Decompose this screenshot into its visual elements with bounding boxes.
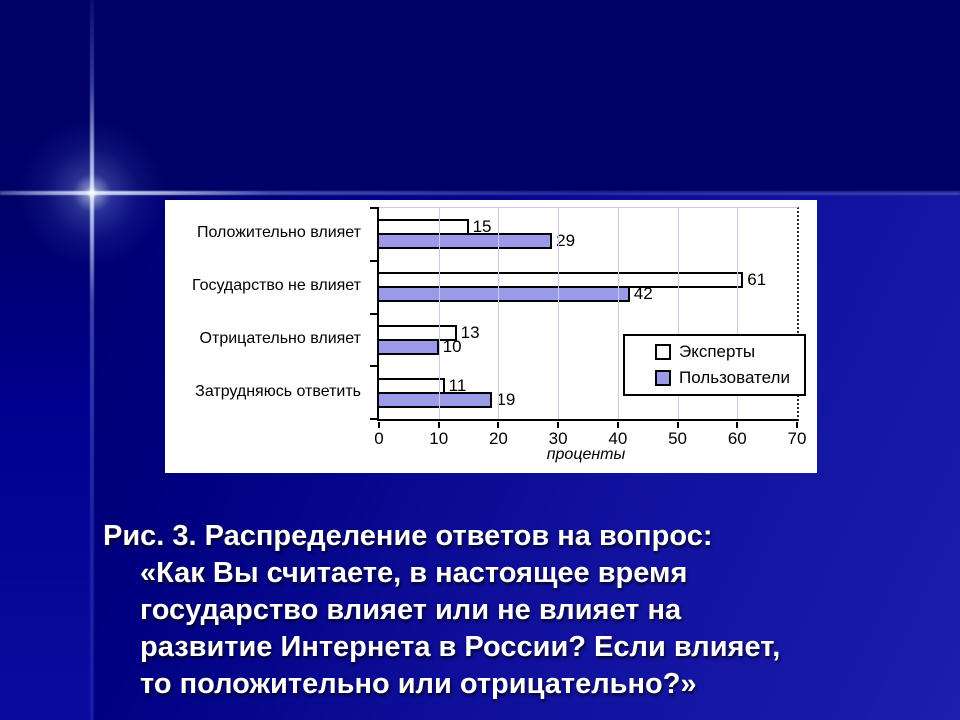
lens-flare-vertical-beam <box>90 0 94 720</box>
x-tick-label: 30 <box>548 429 568 448</box>
legend-swatch <box>655 344 671 360</box>
gridline <box>558 208 560 419</box>
x-axis-tick <box>437 422 440 428</box>
caption-line: Рис. 3. Распределение ответов на вопрос: <box>103 520 713 552</box>
x-axis-tick <box>557 422 560 428</box>
x-tick-label: 40 <box>608 429 628 448</box>
x-tick-label: 0 <box>374 429 384 448</box>
bar-value-label: 15 <box>472 217 492 237</box>
bar-chart-panel: Положительно влияет Государство не влияет… <box>165 200 817 473</box>
caption-line: государство влияет или не влияет на <box>140 594 682 626</box>
legend-entry-experts: Эксперты <box>655 342 804 362</box>
y-axis-tick <box>370 418 379 420</box>
bar-value-label: 13 <box>460 322 480 342</box>
x-axis-tick <box>796 422 798 428</box>
background-left-band <box>0 0 93 720</box>
bar-value-label: 42 <box>633 284 653 304</box>
x-tick-label: 60 <box>727 429 747 448</box>
y-axis-tick <box>370 312 379 315</box>
caption-line: развитие Интернета в России? Если влияет… <box>140 631 781 663</box>
x-tick-label: 70 <box>787 429 807 448</box>
gridline <box>498 208 500 419</box>
caption-line: «Как Вы считаете, в настоящее время <box>140 557 688 589</box>
bar-users: 42 <box>379 284 653 303</box>
x-tick-label: 20 <box>488 429 508 448</box>
gridline <box>438 208 440 419</box>
x-axis-tick <box>676 422 679 428</box>
plot-area: 15 29 61 42 13 10 11 19 0 10 20 30 40 50 60 70 <box>370 207 806 448</box>
bar-value-label: 29 <box>556 231 576 251</box>
x-tick-label: 10 <box>429 429 449 448</box>
bar-value-label: 11 <box>448 375 467 395</box>
bar-group: 13 10 <box>379 314 797 367</box>
category-labels: Положительно влияет Государство не влияет… <box>165 207 369 418</box>
bar-value-label: 10 <box>442 336 462 356</box>
legend-entry-users: Пользователи <box>655 368 804 388</box>
x-axis-tick <box>497 422 500 428</box>
lens-flare-horizontal-beam <box>0 191 960 195</box>
bar-group: 61 42 <box>379 261 797 314</box>
bar-users: 19 <box>379 390 515 409</box>
x-axis-tick <box>736 422 739 428</box>
y-axis-tick <box>370 259 379 262</box>
x-axis-tick <box>378 422 380 428</box>
x-axis-tick <box>616 422 619 428</box>
gridline <box>617 208 619 419</box>
legend-label: Эксперты <box>679 342 756 361</box>
category-label: Государство не влияет <box>191 277 361 295</box>
bar-value-label: 19 <box>496 389 516 409</box>
y-axis-tick <box>370 207 379 209</box>
bar-group: 15 29 <box>379 208 797 261</box>
category-label: Затрудняюсь ответить <box>195 382 361 400</box>
bar-users: 10 <box>379 337 462 356</box>
bar-group: 11 19 <box>379 366 797 419</box>
x-tick-label: 50 <box>668 429 688 448</box>
legend-label: Пользователи <box>679 368 790 387</box>
bar-rows: 15 29 61 42 13 10 11 19 <box>379 208 797 419</box>
bar-users: 29 <box>379 231 575 250</box>
x-axis-title: проценты <box>546 446 626 463</box>
legend-swatch <box>655 370 671 386</box>
caption-line: то положительно или отрицательно?» <box>140 668 697 700</box>
category-label: Отрицательно влияет <box>199 329 361 347</box>
category-label: Положительно влияет <box>196 224 361 242</box>
chart-legend: Эксперты Пользователи <box>623 334 806 396</box>
gridline <box>677 208 679 419</box>
figure-caption: Рис. 3. Распределение ответов на вопрос:… <box>103 518 913 703</box>
bar-value-label: 61 <box>747 270 767 290</box>
y-axis-tick <box>370 365 379 368</box>
gridline <box>737 208 739 419</box>
